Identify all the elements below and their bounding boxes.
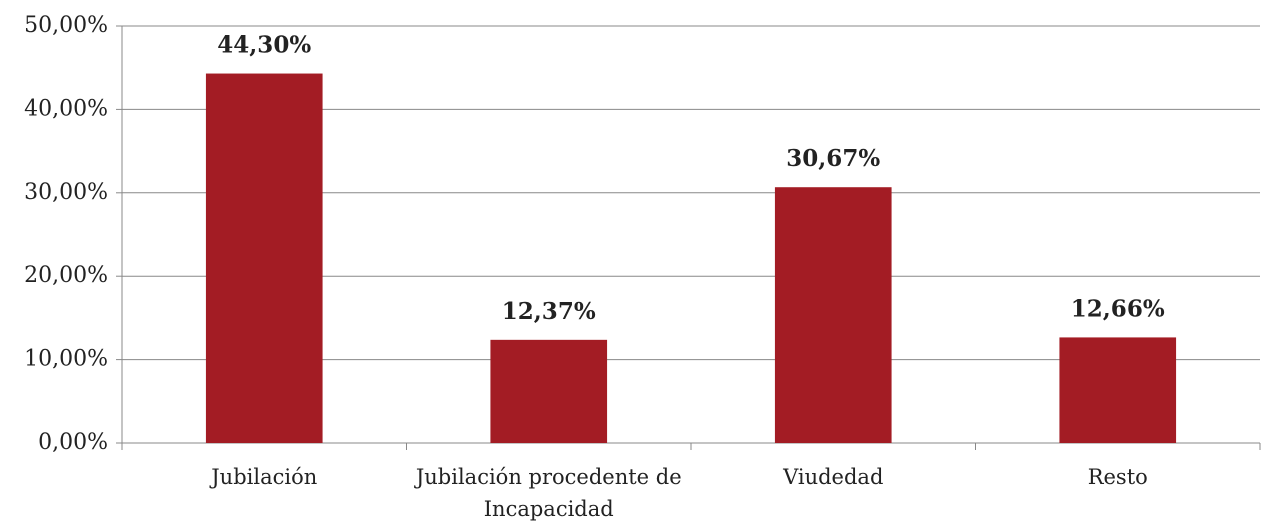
y-tick-label: 20,00% bbox=[24, 263, 108, 288]
x-tick-label: Resto bbox=[1087, 465, 1148, 489]
x-tick-label: Jubilación bbox=[211, 465, 318, 489]
y-tick-label: 0,00% bbox=[38, 430, 108, 455]
y-tick-label: 50,00% bbox=[24, 13, 108, 38]
value-label: 44,30% bbox=[217, 32, 311, 59]
value-label: 12,66% bbox=[1071, 295, 1165, 322]
x-tick-label: Viudedad bbox=[783, 465, 884, 489]
bar bbox=[205, 73, 323, 444]
x-tick-label: Jubilación procedente de Incapacidad bbox=[415, 465, 682, 521]
x-label-box: Viudedad bbox=[783, 465, 884, 489]
y-tick-label: 30,00% bbox=[24, 180, 108, 205]
bar bbox=[774, 187, 892, 443]
value-label: 30,67% bbox=[786, 145, 880, 172]
x-label-box: Jubilación bbox=[211, 465, 318, 489]
y-tick-label: 10,00% bbox=[24, 347, 108, 372]
x-label-box: Jubilación procedente de Incapacidad bbox=[415, 465, 682, 521]
bar bbox=[490, 339, 608, 443]
y-tick-label: 40,00% bbox=[24, 96, 108, 121]
value-label: 12,37% bbox=[502, 298, 596, 325]
x-label-box: Resto bbox=[1087, 465, 1148, 489]
bar bbox=[1059, 337, 1177, 443]
